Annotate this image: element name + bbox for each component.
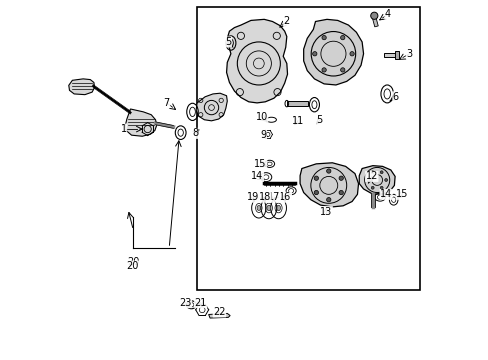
Text: 2: 2 <box>283 17 289 27</box>
Text: 14: 14 <box>251 171 263 181</box>
Circle shape <box>326 198 330 202</box>
Text: 16: 16 <box>279 192 291 202</box>
Circle shape <box>314 190 318 195</box>
Text: 6: 6 <box>392 92 398 102</box>
Text: 9: 9 <box>260 130 266 140</box>
Circle shape <box>314 176 318 180</box>
Ellipse shape <box>276 205 280 211</box>
Circle shape <box>384 179 387 181</box>
Text: 1: 1 <box>121 124 126 134</box>
Circle shape <box>349 51 353 56</box>
Polygon shape <box>300 163 358 207</box>
Text: 15: 15 <box>254 159 266 169</box>
Polygon shape <box>208 314 230 318</box>
Text: 23: 23 <box>179 298 191 308</box>
Ellipse shape <box>266 205 270 211</box>
Circle shape <box>370 171 373 174</box>
Text: 19: 19 <box>247 192 259 202</box>
Text: 22: 22 <box>213 307 225 317</box>
Circle shape <box>321 36 325 40</box>
Text: 7: 7 <box>163 98 169 108</box>
Text: 12: 12 <box>365 171 377 181</box>
Polygon shape <box>359 166 394 194</box>
Bar <box>383 53 396 57</box>
Bar <box>371 15 377 27</box>
Text: 3: 3 <box>406 49 412 59</box>
Circle shape <box>380 186 382 189</box>
Circle shape <box>326 169 330 173</box>
Circle shape <box>380 171 382 174</box>
Circle shape <box>370 186 373 189</box>
Text: 8: 8 <box>192 129 198 138</box>
Polygon shape <box>303 19 363 85</box>
Text: 4: 4 <box>384 9 390 19</box>
Bar <box>286 101 307 106</box>
Polygon shape <box>196 93 227 121</box>
Circle shape <box>312 51 316 56</box>
Text: 11: 11 <box>291 116 304 126</box>
Text: 5: 5 <box>316 115 322 125</box>
Text: 14: 14 <box>379 189 391 199</box>
Polygon shape <box>125 109 156 136</box>
Polygon shape <box>226 19 287 103</box>
Circle shape <box>340 68 344 72</box>
Text: 18: 18 <box>258 192 270 202</box>
Text: 15: 15 <box>395 189 407 199</box>
Text: 20: 20 <box>126 261 139 271</box>
Text: 5: 5 <box>225 37 231 47</box>
Bar <box>394 51 399 59</box>
Bar <box>197 7 419 291</box>
Circle shape <box>340 36 344 40</box>
Text: 21: 21 <box>194 298 206 308</box>
Text: 17: 17 <box>267 192 280 202</box>
Text: 13: 13 <box>320 207 332 217</box>
Circle shape <box>338 190 343 195</box>
Text: 20: 20 <box>127 257 139 267</box>
Circle shape <box>338 176 343 180</box>
Circle shape <box>370 12 377 19</box>
Text: 10: 10 <box>255 112 267 122</box>
Ellipse shape <box>257 206 260 211</box>
Circle shape <box>321 68 325 72</box>
Polygon shape <box>69 79 94 95</box>
Circle shape <box>366 179 369 181</box>
